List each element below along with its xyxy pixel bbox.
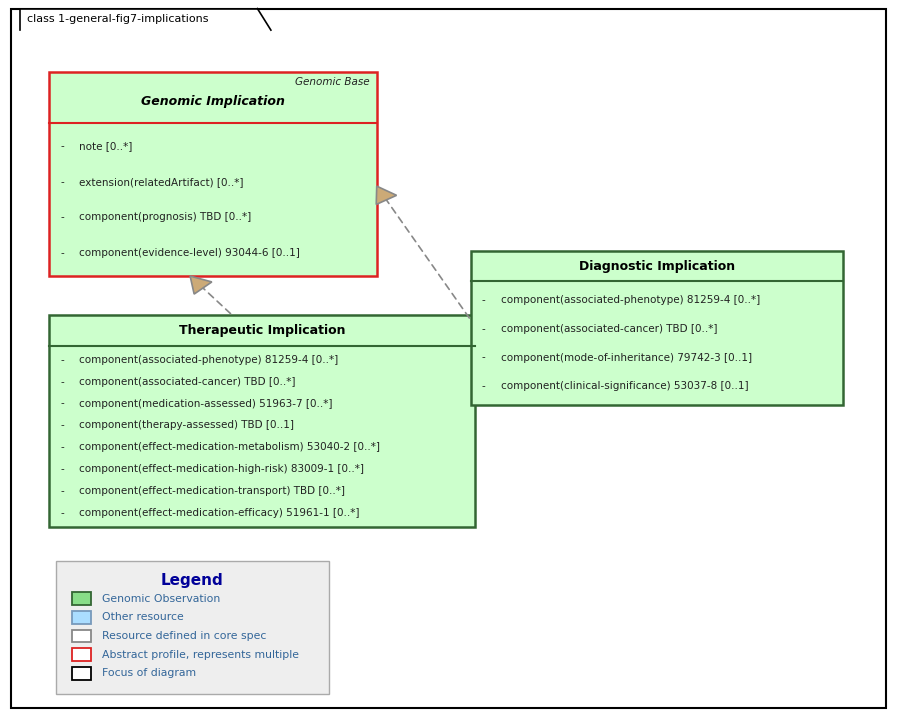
Text: -: - [60, 355, 64, 365]
Text: -: - [60, 177, 64, 187]
Text: component(medication-assessed) 51963-7 [0..*]: component(medication-assessed) 51963-7 [… [79, 399, 333, 409]
Text: -: - [60, 442, 64, 452]
Text: component(associated-cancer) TBD [0..*]: component(associated-cancer) TBD [0..*] [501, 323, 717, 333]
Text: Other resource: Other resource [102, 612, 184, 622]
Text: component(associated-phenotype) 81259-4 [0..*]: component(associated-phenotype) 81259-4 … [79, 355, 338, 365]
Bar [20, 9, 257, 30]
Text: component(effect-medication-metabolism) 53040-2 [0..*]: component(effect-medication-metabolism) … [79, 442, 380, 452]
Text: Focus of diagram: Focus of diagram [102, 668, 196, 678]
Text: -: - [60, 399, 64, 409]
Text: extension(relatedArtifact) [0..*]: extension(relatedArtifact) [0..*] [79, 177, 243, 187]
Text: -: - [60, 248, 64, 258]
Polygon shape [190, 276, 212, 294]
Text: Genomic Base: Genomic Base [295, 77, 370, 87]
Text: Therapeutic Implication: Therapeutic Implication [179, 324, 345, 337]
Bar [72, 667, 91, 680]
Bar [72, 611, 91, 624]
Polygon shape [376, 186, 396, 204]
Text: Legend: Legend [161, 573, 223, 588]
Bar [56, 561, 329, 694]
Text: component(mode-of-inheritance) 79742-3 [0..1]: component(mode-of-inheritance) 79742-3 [… [501, 353, 752, 363]
Text: -: - [482, 381, 485, 391]
Text: -: - [482, 295, 485, 305]
Text: -: - [482, 353, 485, 363]
Text: -: - [482, 323, 485, 333]
Bar [72, 592, 91, 605]
Text: component(effect-medication-high-risk) 83009-1 [0..*]: component(effect-medication-high-risk) 8… [79, 464, 364, 474]
Text: -: - [60, 486, 64, 496]
Text: -: - [60, 212, 64, 222]
Text: -: - [60, 420, 64, 430]
Text: -: - [60, 508, 64, 518]
Text: component(effect-medication-transport) TBD [0..*]: component(effect-medication-transport) T… [79, 486, 345, 496]
Text: Resource defined in core spec: Resource defined in core spec [102, 631, 266, 641]
Text: class 1-general-fig7-implications: class 1-general-fig7-implications [27, 14, 208, 24]
Bar [72, 630, 91, 642]
Bar [471, 251, 843, 405]
Text: Diagnostic Implication: Diagnostic Implication [579, 260, 736, 272]
Text: component(clinical-significance) 53037-8 [0..1]: component(clinical-significance) 53037-8… [501, 381, 748, 391]
Bar [49, 72, 377, 276]
Bar [72, 648, 91, 661]
Text: component(therapy-assessed) TBD [0..1]: component(therapy-assessed) TBD [0..1] [79, 420, 294, 430]
Text: note [0..*]: note [0..*] [79, 141, 133, 151]
Text: Abstract profile, represents multiple: Abstract profile, represents multiple [102, 650, 300, 660]
Text: component(prognosis) TBD [0..*]: component(prognosis) TBD [0..*] [79, 212, 251, 222]
Text: -: - [60, 141, 64, 151]
Text: component(effect-medication-efficacy) 51961-1 [0..*]: component(effect-medication-efficacy) 51… [79, 508, 360, 518]
Text: -: - [60, 376, 64, 386]
Text: Genomic Observation: Genomic Observation [102, 594, 221, 604]
Text: Genomic Implication: Genomic Implication [141, 95, 285, 108]
Bar [49, 315, 475, 527]
Text: component(evidence-level) 93044-6 [0..1]: component(evidence-level) 93044-6 [0..1] [79, 248, 300, 258]
Text: component(associated-cancer) TBD [0..*]: component(associated-cancer) TBD [0..*] [79, 376, 295, 386]
Text: component(associated-phenotype) 81259-4 [0..*]: component(associated-phenotype) 81259-4 … [501, 295, 760, 305]
Text: -: - [60, 464, 64, 474]
